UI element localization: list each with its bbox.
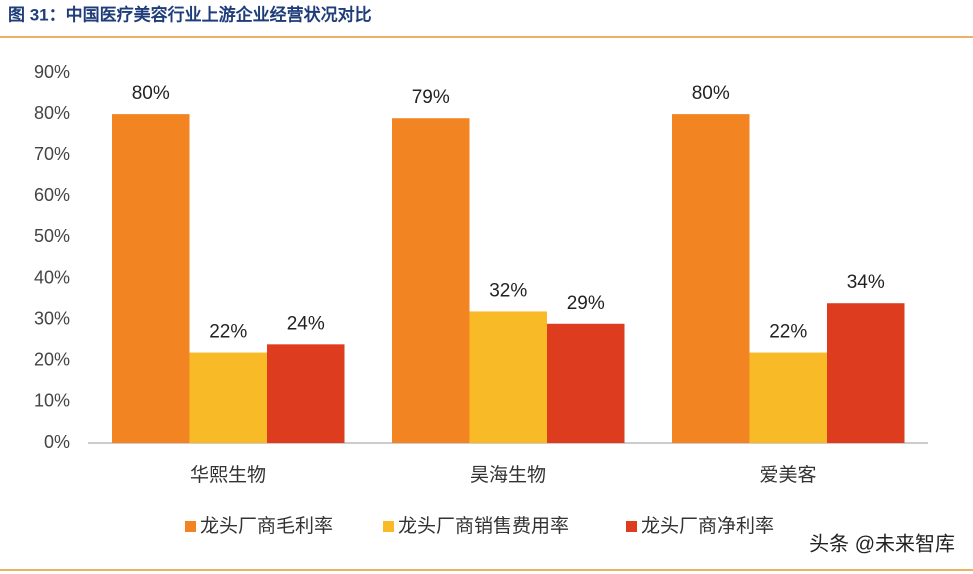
value-label: 32% (489, 280, 527, 301)
y-tick-label: 30% (34, 308, 70, 328)
x-tick-label: 华熙生物 (190, 464, 266, 486)
value-label: 80% (132, 83, 170, 104)
value-label: 22% (769, 322, 807, 343)
bar (469, 311, 547, 443)
bar (392, 118, 470, 443)
y-tick-label: 90% (34, 62, 70, 82)
bar (672, 114, 750, 443)
bar (189, 352, 267, 443)
value-label: 80% (692, 83, 730, 104)
chart-title: 图 31：中国医疗美容行业上游企业经营状况对比 (8, 4, 372, 24)
legend-swatch (626, 521, 637, 532)
y-tick-label: 70% (34, 144, 70, 164)
x-tick-label: 爱美客 (759, 464, 816, 486)
bar (749, 352, 827, 443)
bar (267, 344, 345, 443)
bar (827, 303, 905, 443)
value-label: 79% (412, 87, 450, 108)
y-tick-label: 0% (44, 432, 70, 452)
value-label: 29% (567, 293, 605, 314)
y-tick-label: 60% (34, 185, 70, 205)
y-tick-label: 10% (34, 391, 70, 411)
x-tick-label: 昊海生物 (470, 464, 546, 486)
bar (547, 323, 625, 443)
value-label: 24% (287, 313, 325, 334)
y-tick-label: 50% (34, 226, 70, 246)
legend-label: 龙头厂商销售费用率 (398, 515, 569, 537)
y-tick-label: 40% (34, 267, 70, 287)
value-label: 34% (847, 272, 885, 293)
value-label: 22% (209, 322, 247, 343)
legend-label: 龙头厂商净利率 (641, 515, 774, 537)
y-tick-label: 20% (34, 350, 70, 370)
watermark: 头条 @未来智库 (809, 532, 955, 555)
legend-swatch (383, 521, 394, 532)
legend-label: 龙头厂商毛利率 (200, 515, 333, 537)
legend-swatch (185, 521, 196, 532)
y-tick-label: 80% (34, 103, 70, 123)
bar (112, 114, 190, 443)
